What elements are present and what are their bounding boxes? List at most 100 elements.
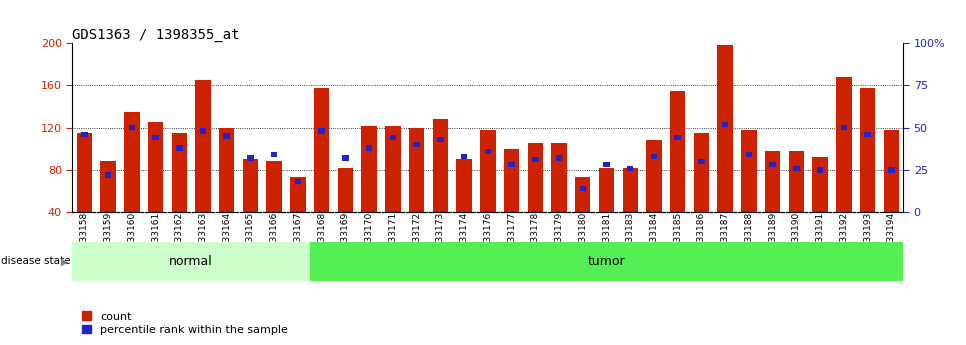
Bar — [552, 144, 567, 212]
Bar — [271, 152, 277, 157]
Bar — [242, 159, 258, 212]
Text: GSM33178: GSM33178 — [530, 211, 540, 261]
Bar — [223, 134, 230, 139]
Text: GSM33161: GSM33161 — [151, 211, 160, 261]
Bar — [247, 156, 254, 161]
Text: GSM33189: GSM33189 — [768, 211, 778, 261]
Text: GSM33172: GSM33172 — [412, 211, 421, 261]
Bar — [200, 128, 206, 134]
Bar — [694, 133, 709, 212]
Bar — [342, 156, 349, 161]
Bar — [646, 140, 662, 212]
Bar — [722, 122, 728, 127]
Text: tumor: tumor — [587, 255, 625, 268]
Bar — [884, 130, 899, 212]
Bar — [319, 128, 325, 134]
Text: GSM33174: GSM33174 — [460, 211, 469, 261]
Text: GSM33164: GSM33164 — [222, 211, 231, 261]
Bar — [837, 77, 852, 212]
Text: GSM33193: GSM33193 — [863, 211, 872, 261]
Text: GSM33187: GSM33187 — [721, 211, 729, 261]
Bar — [840, 125, 847, 130]
Bar — [153, 135, 158, 140]
Bar — [674, 135, 681, 140]
Text: ▶: ▶ — [61, 256, 69, 266]
Text: GSM33192: GSM33192 — [839, 211, 848, 261]
Bar — [128, 125, 135, 130]
Bar — [670, 91, 686, 212]
Text: GSM33180: GSM33180 — [579, 211, 587, 261]
Bar — [456, 159, 471, 212]
Text: GSM33194: GSM33194 — [887, 211, 895, 261]
Bar — [532, 157, 538, 162]
Bar — [366, 145, 372, 150]
Bar — [461, 154, 468, 159]
Bar — [770, 162, 776, 167]
Bar — [310, 241, 903, 281]
Bar — [508, 162, 515, 167]
Bar — [219, 128, 235, 212]
Bar — [698, 159, 704, 164]
Text: GSM33166: GSM33166 — [270, 211, 279, 261]
Bar — [72, 241, 310, 281]
Text: GSM33167: GSM33167 — [294, 211, 302, 261]
Bar — [195, 80, 211, 212]
Bar — [389, 135, 396, 140]
Bar — [599, 168, 614, 212]
Bar — [172, 133, 187, 212]
Bar — [817, 167, 823, 172]
Text: GSM33160: GSM33160 — [128, 211, 136, 261]
Text: GSM33162: GSM33162 — [175, 211, 184, 261]
Text: GSM33163: GSM33163 — [198, 211, 208, 261]
Bar — [604, 162, 610, 167]
Text: GSM33176: GSM33176 — [483, 211, 493, 261]
Bar — [480, 130, 496, 212]
Bar — [627, 166, 634, 171]
Text: GSM33168: GSM33168 — [317, 211, 327, 261]
Bar — [295, 179, 301, 184]
Bar — [793, 166, 800, 171]
Text: GSM33184: GSM33184 — [649, 211, 659, 261]
Bar — [741, 130, 756, 212]
Bar — [314, 88, 329, 212]
Bar — [267, 161, 282, 212]
Bar — [555, 156, 562, 161]
Bar — [865, 132, 870, 137]
Bar — [361, 126, 377, 212]
Bar — [580, 186, 586, 191]
Bar — [485, 149, 491, 154]
Text: GSM33191: GSM33191 — [815, 211, 825, 261]
Text: GSM33177: GSM33177 — [507, 211, 516, 261]
Bar — [81, 132, 88, 137]
Bar — [765, 151, 781, 212]
Text: GSM33173: GSM33173 — [436, 211, 445, 261]
Bar — [100, 161, 116, 212]
Bar — [338, 168, 354, 212]
Bar — [176, 145, 183, 150]
Bar — [105, 172, 111, 178]
Text: GSM33185: GSM33185 — [673, 211, 682, 261]
Bar — [124, 112, 139, 212]
Bar — [812, 157, 828, 212]
Bar — [290, 177, 305, 212]
Text: GSM33165: GSM33165 — [246, 211, 255, 261]
Bar — [409, 128, 424, 212]
Bar — [746, 152, 753, 157]
Text: disease state: disease state — [1, 256, 71, 266]
Text: GSM33159: GSM33159 — [103, 211, 113, 261]
Text: GSM33171: GSM33171 — [388, 211, 397, 261]
Bar — [888, 167, 895, 172]
Text: GSM33183: GSM33183 — [626, 211, 635, 261]
Bar — [385, 126, 401, 212]
Text: GSM33181: GSM33181 — [602, 211, 611, 261]
Text: GSM33170: GSM33170 — [364, 211, 374, 261]
Text: GSM33158: GSM33158 — [80, 211, 89, 261]
Bar — [148, 122, 163, 212]
Text: GSM33169: GSM33169 — [341, 211, 350, 261]
Bar — [651, 154, 657, 159]
Bar — [527, 144, 543, 212]
Bar — [504, 149, 520, 212]
Text: normal: normal — [169, 255, 213, 268]
Text: GSM33186: GSM33186 — [696, 211, 706, 261]
Bar — [438, 137, 443, 142]
